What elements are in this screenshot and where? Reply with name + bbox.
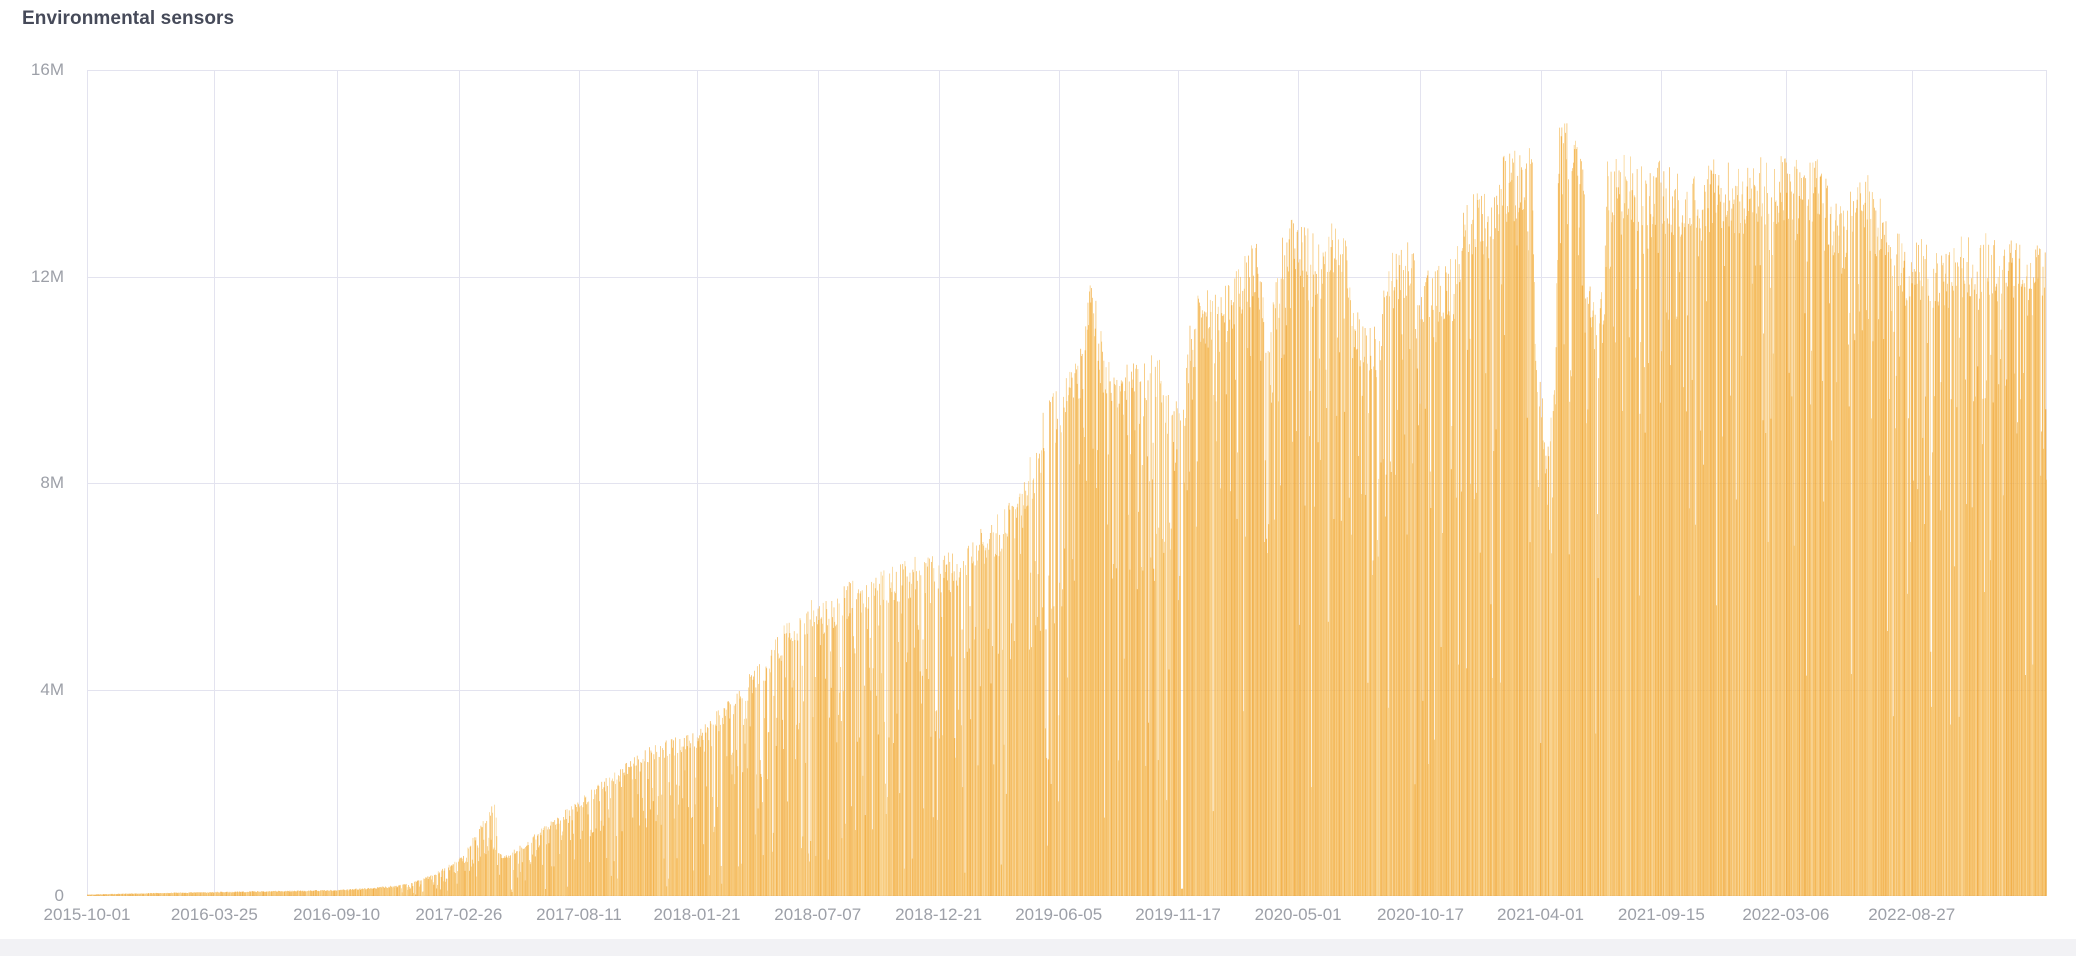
x-axis-tick-label: 2021-09-15 xyxy=(1617,905,1705,924)
y-axis-tick-label: 12M xyxy=(30,266,64,286)
y-axis-tick-label: 8M xyxy=(40,473,64,492)
x-axis-tick-label: 2017-08-11 xyxy=(536,905,622,924)
y-axis-tick-label: 0 xyxy=(54,886,64,905)
x-axis-tick-label: 2017-02-26 xyxy=(415,905,503,924)
x-axis-tick-label: 2018-07-07 xyxy=(774,905,862,924)
x-axis-tick-label: 2022-08-27 xyxy=(1868,905,1956,924)
environmental-sensors-chart-canvas[interactable] xyxy=(87,70,2047,896)
plot-area xyxy=(87,70,2047,896)
x-axis-tick-label: 2016-03-25 xyxy=(170,905,258,924)
x-axis-tick-label: 2018-01-21 xyxy=(653,905,741,924)
x-axis-tick-label: 2020-10-17 xyxy=(1376,905,1464,924)
x-axis-tick-label: 2022-03-06 xyxy=(1742,905,1830,924)
x-axis-tick-label: 2015-10-01 xyxy=(43,905,131,924)
panel-title: Environmental sensors xyxy=(22,8,235,29)
x-axis-tick-label: 2019-06-05 xyxy=(1015,905,1103,924)
page-bottom-strip xyxy=(0,939,2076,956)
y-axis-tick-label: 16M xyxy=(30,60,64,79)
x-axis-tick-label: 2021-04-01 xyxy=(1497,905,1585,924)
x-axis-tick-label: 2020-05-01 xyxy=(1254,905,1342,924)
x-axis-tick-label: 2018-12-21 xyxy=(895,905,983,924)
x-axis-tick-label: 2016-09-10 xyxy=(293,905,381,924)
x-axis-tick-label: 2019-11-17 xyxy=(1135,905,1221,924)
y-axis-tick-label: 4M xyxy=(40,679,64,699)
